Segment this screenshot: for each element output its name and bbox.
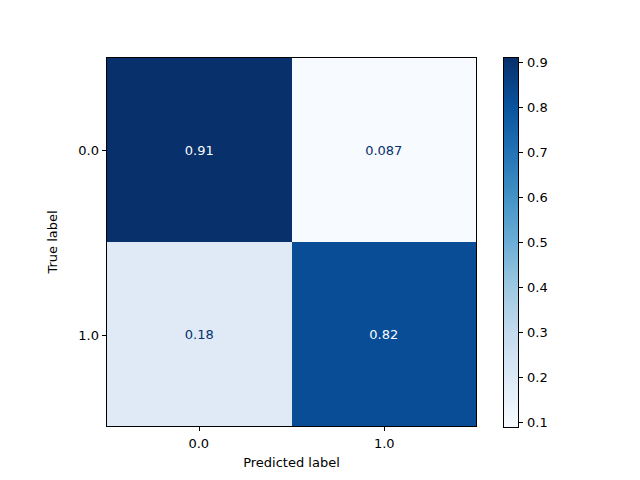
- colorbar-tick-mark: [519, 107, 523, 108]
- colorbar-tick-mark: [519, 377, 523, 378]
- x-axis-tick-label: 0.0: [188, 436, 209, 451]
- colorbar-tick-label: 0.7: [527, 144, 548, 159]
- x-tick-mark: [199, 427, 200, 431]
- colorbar-tick-label: 0.5: [527, 234, 548, 249]
- y-axis-label: True label: [45, 210, 60, 273]
- x-axis-tick-label: 1.0: [374, 436, 395, 451]
- colorbar-tick-label: 0.6: [527, 189, 548, 204]
- colorbar-tick-mark: [519, 62, 523, 63]
- colorbar-tick-mark: [519, 242, 523, 243]
- heatmap-cell: 0.91: [107, 58, 292, 242]
- colorbar-tick-label: 0.9: [527, 54, 548, 69]
- confusion-matrix-figure: 0.91 0.087 0.18 0.82 Predicted label True l…: [0, 0, 640, 480]
- heatmap-cell: 0.18: [107, 242, 292, 426]
- y-axis-tick-label: 0.0: [78, 142, 99, 157]
- cell-value: 0.18: [185, 327, 214, 342]
- y-tick-mark: [102, 150, 106, 151]
- colorbar: [503, 57, 519, 428]
- y-axis-tick-label: 1.0: [78, 327, 99, 342]
- colorbar-tick-mark: [519, 332, 523, 333]
- cell-value: 0.91: [185, 143, 214, 158]
- heatmap-axes: 0.91 0.087 0.18 0.82: [106, 57, 477, 427]
- colorbar-tick-mark: [519, 287, 523, 288]
- x-tick-mark: [384, 427, 385, 431]
- colorbar-tick-label: 0.4: [527, 279, 548, 294]
- colorbar-tick-label: 0.2: [527, 370, 548, 385]
- heatmap-cell: 0.82: [292, 242, 477, 426]
- x-axis-label: Predicted label: [106, 455, 477, 470]
- cell-value: 0.087: [365, 143, 402, 158]
- colorbar-tick-label: 0.3: [527, 324, 548, 339]
- colorbar-tick-label: 0.8: [527, 99, 548, 114]
- heatmap-cell: 0.087: [292, 58, 477, 242]
- cell-value: 0.82: [369, 327, 398, 342]
- colorbar-tick-label: 0.1: [527, 415, 548, 430]
- colorbar-gradient: [504, 58, 518, 427]
- colorbar-tick-mark: [519, 197, 523, 198]
- colorbar-tick-mark: [519, 422, 523, 423]
- colorbar-tick-mark: [519, 152, 523, 153]
- y-tick-mark: [102, 335, 106, 336]
